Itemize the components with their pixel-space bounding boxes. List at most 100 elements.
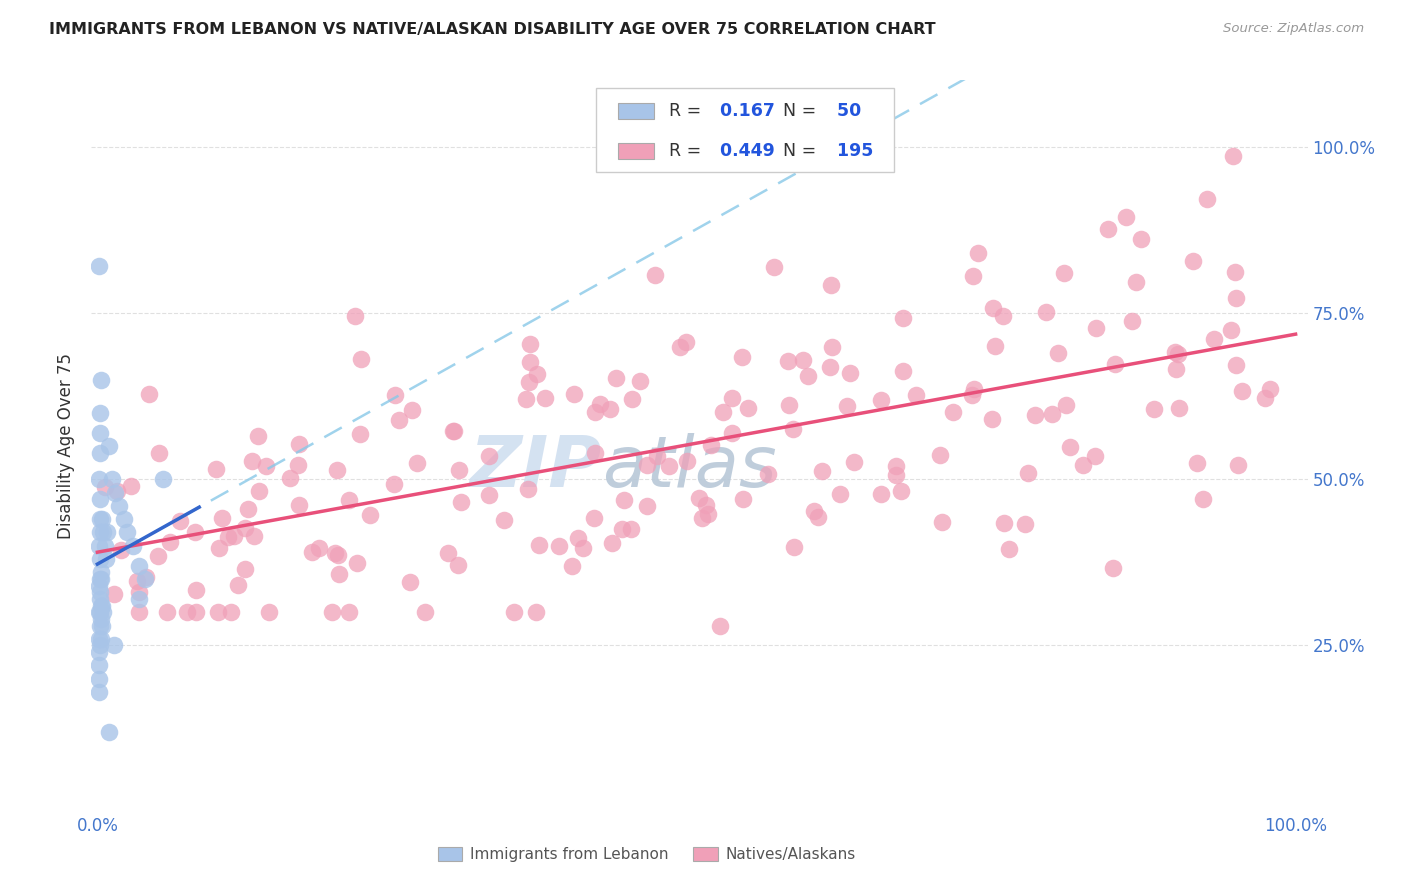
Point bbox=[963, 382, 986, 396]
Point bbox=[337, 605, 360, 619]
Point bbox=[492, 513, 515, 527]
Point bbox=[762, 260, 785, 274]
Point bbox=[700, 438, 723, 452]
Point bbox=[349, 426, 371, 441]
Point bbox=[960, 388, 983, 402]
Point bbox=[519, 337, 541, 351]
Point bbox=[1164, 362, 1187, 376]
Point bbox=[350, 351, 373, 366]
Point bbox=[87, 685, 110, 699]
Point bbox=[721, 426, 744, 441]
Point bbox=[929, 448, 952, 462]
Point bbox=[1185, 456, 1208, 470]
Point bbox=[884, 458, 907, 473]
Point bbox=[572, 541, 595, 555]
Point bbox=[91, 599, 114, 613]
Point bbox=[186, 605, 208, 619]
Point bbox=[884, 468, 907, 483]
Point bbox=[87, 672, 110, 686]
Point bbox=[89, 525, 111, 540]
Point bbox=[226, 578, 249, 592]
Point bbox=[676, 454, 699, 468]
Point bbox=[891, 310, 914, 325]
Text: 195: 195 bbox=[825, 142, 873, 160]
Point bbox=[98, 725, 121, 739]
Text: atlas: atlas bbox=[602, 434, 776, 502]
Point bbox=[242, 454, 264, 468]
Point bbox=[208, 541, 231, 555]
Point bbox=[1129, 231, 1152, 245]
Point bbox=[128, 591, 150, 606]
Point bbox=[148, 446, 170, 460]
Point bbox=[127, 574, 149, 588]
Point bbox=[103, 587, 125, 601]
Point bbox=[87, 645, 110, 659]
Point bbox=[478, 488, 501, 502]
Point bbox=[233, 562, 256, 576]
Point bbox=[605, 370, 627, 384]
Point bbox=[441, 424, 464, 438]
Point bbox=[583, 446, 606, 460]
Point bbox=[600, 536, 623, 550]
Point bbox=[93, 539, 115, 553]
Point bbox=[636, 499, 658, 513]
Point bbox=[219, 605, 242, 619]
Point bbox=[1054, 398, 1077, 412]
Point bbox=[830, 127, 852, 141]
Point bbox=[720, 392, 742, 406]
Point bbox=[1225, 291, 1247, 305]
Point bbox=[96, 525, 118, 540]
Y-axis label: Disability Age Over 75: Disability Age Over 75 bbox=[58, 353, 76, 539]
Point bbox=[870, 392, 893, 407]
Point bbox=[94, 480, 117, 494]
Point bbox=[1143, 401, 1166, 416]
Point bbox=[89, 445, 111, 459]
Point bbox=[737, 401, 759, 415]
Point bbox=[709, 618, 731, 632]
Bar bbox=[619, 143, 654, 159]
Point bbox=[406, 456, 429, 470]
Point bbox=[89, 585, 111, 599]
Point bbox=[112, 512, 135, 526]
Point bbox=[966, 246, 988, 260]
Point bbox=[1104, 357, 1126, 371]
FancyBboxPatch shape bbox=[596, 87, 894, 171]
Point bbox=[89, 605, 111, 619]
Point bbox=[287, 437, 309, 451]
Point bbox=[515, 392, 537, 407]
Point bbox=[730, 351, 752, 365]
Text: N =: N = bbox=[772, 103, 823, 120]
Point bbox=[997, 542, 1019, 557]
Point bbox=[844, 454, 866, 468]
Point bbox=[1035, 305, 1057, 319]
Point bbox=[980, 411, 1002, 425]
Point bbox=[567, 531, 589, 545]
Point bbox=[87, 632, 110, 646]
Point bbox=[517, 376, 540, 390]
Point bbox=[688, 491, 710, 505]
Point bbox=[447, 558, 470, 572]
Point bbox=[1191, 492, 1213, 507]
Point bbox=[238, 502, 260, 516]
Point bbox=[207, 605, 229, 619]
Point bbox=[89, 425, 111, 440]
Point bbox=[792, 353, 814, 368]
Point bbox=[644, 268, 666, 282]
Point bbox=[217, 530, 239, 544]
Text: R =: R = bbox=[669, 142, 707, 160]
Point bbox=[818, 360, 841, 375]
Point bbox=[384, 387, 406, 401]
Text: 0.449: 0.449 bbox=[709, 142, 775, 160]
Point bbox=[534, 391, 557, 405]
Point bbox=[90, 566, 112, 580]
Bar bbox=[439, 847, 463, 862]
Point bbox=[1024, 409, 1046, 423]
Point bbox=[756, 467, 779, 481]
Point bbox=[811, 464, 834, 478]
Point bbox=[159, 534, 181, 549]
Point bbox=[90, 572, 112, 586]
Point bbox=[94, 552, 117, 566]
Point bbox=[134, 572, 156, 586]
Point bbox=[1197, 192, 1219, 206]
Point bbox=[839, 366, 862, 380]
